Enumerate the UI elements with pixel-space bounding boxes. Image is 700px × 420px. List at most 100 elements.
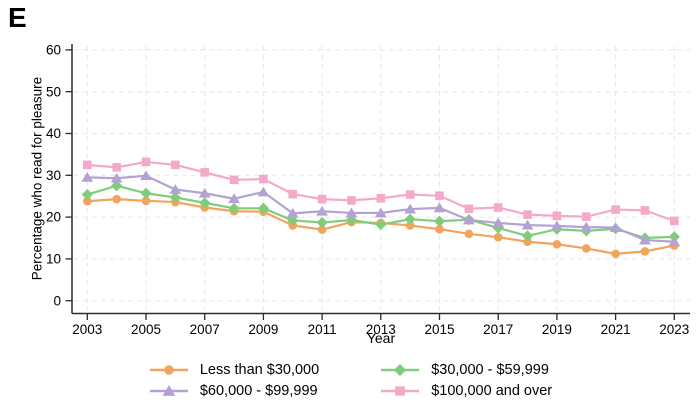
data-point — [81, 188, 93, 201]
legend-item: $30,000 - $59,999 — [379, 362, 552, 378]
legend-marker-square-icon — [381, 386, 420, 396]
y-tick-label: 50 — [46, 84, 61, 99]
legend: Less than $30,000 $30,000 - $59,999 $60,… — [0, 362, 700, 399]
data-point — [169, 184, 182, 194]
x-tick-label: 2009 — [248, 322, 278, 337]
data-point — [493, 232, 503, 242]
x-tick-label: 2011 — [308, 322, 337, 337]
x-tick-label: 2013 — [366, 322, 396, 337]
data-point — [462, 214, 475, 225]
data-point — [552, 211, 562, 221]
data-point — [435, 224, 444, 234]
data-point — [668, 236, 681, 247]
data-point — [345, 207, 358, 218]
data-point — [110, 172, 123, 183]
data-point — [111, 180, 123, 192]
data-point — [639, 234, 651, 245]
data-point — [140, 187, 152, 199]
data-point — [347, 196, 356, 205]
data-point — [83, 196, 92, 206]
data-point — [140, 170, 152, 181]
y-tick-label: 40 — [46, 126, 61, 141]
gridlines — [74, 46, 690, 311]
panel-label: E — [8, 2, 27, 33]
data-point — [580, 221, 593, 232]
x-tick-label: 2023 — [659, 322, 689, 337]
legend-item: $100,000 and over — [379, 383, 552, 399]
data-point — [81, 171, 94, 182]
data-point — [492, 217, 505, 228]
data-point — [112, 194, 121, 204]
data-point — [316, 205, 328, 216]
axes: 0 10 20 30 40 50 60 2003 2005 2007 2009 2011 2013 201… — [46, 43, 690, 337]
data-point — [286, 207, 299, 218]
data-point — [611, 249, 620, 259]
data-point — [228, 193, 240, 204]
data-point — [171, 160, 180, 170]
x-tick-label: 2005 — [131, 322, 161, 337]
data-point — [259, 174, 268, 184]
legend-label: $30,000 - $59,999 — [431, 362, 549, 378]
legend-marker-diamond-icon — [381, 363, 420, 377]
y-tick-label: 30 — [46, 168, 61, 183]
legend-label: Less than $30,000 — [199, 362, 320, 378]
data-point — [141, 157, 151, 167]
legend-label: $60,000 - $99,999 — [199, 383, 318, 399]
data-point — [162, 385, 176, 396]
data-point — [404, 203, 417, 214]
data-point — [257, 202, 269, 214]
data-point — [405, 221, 415, 230]
y-tick-label: 60 — [46, 43, 61, 58]
legend-item: $60,000 - $99,999 — [148, 383, 319, 399]
data-point — [316, 216, 328, 229]
data-point — [552, 239, 562, 249]
legend-item: Less than $30,000 — [148, 362, 319, 378]
data-point — [581, 244, 591, 253]
data-point — [521, 230, 534, 242]
data-point — [523, 210, 532, 219]
data-point — [670, 216, 679, 226]
data-point — [317, 225, 327, 234]
legend-marker-triangle-icon — [149, 385, 188, 396]
x-tick-label: 2003 — [72, 322, 102, 337]
x-tick-label: 2021 — [601, 322, 631, 337]
data-point — [640, 247, 650, 256]
x-axis-title: Year — [366, 330, 396, 346]
data-point — [375, 219, 387, 231]
data-point — [581, 212, 591, 221]
x-tick-label: 2017 — [483, 322, 513, 337]
data-point — [433, 215, 446, 227]
data-point — [228, 202, 240, 214]
y-axis-title: Percentage who read for pleasure — [29, 76, 45, 281]
data-point — [523, 237, 532, 247]
y-tick-label: 0 — [53, 293, 61, 308]
data-point — [198, 187, 211, 198]
y-tick-label: 10 — [46, 252, 61, 267]
y-tick-label: 20 — [46, 210, 61, 225]
data-point — [257, 186, 270, 197]
data-point — [200, 168, 209, 177]
legend-grid: Less than $30,000 $30,000 - $59,999 $60,… — [148, 362, 552, 399]
data-point — [609, 222, 622, 232]
data-point — [551, 220, 563, 231]
data-point — [164, 365, 174, 375]
x-tick-label: 2015 — [424, 322, 454, 337]
data-point — [611, 205, 620, 214]
data-point — [435, 191, 444, 201]
data-point — [169, 191, 181, 204]
data-point — [464, 204, 474, 214]
x-tick-label: 2019 — [542, 322, 572, 337]
data-point — [199, 197, 211, 209]
data-point — [288, 189, 298, 199]
data-point — [521, 219, 534, 230]
data-point — [640, 206, 650, 215]
series-diamond — [81, 180, 680, 244]
data-point — [112, 163, 121, 172]
data-point — [229, 175, 239, 185]
data-point — [433, 202, 446, 213]
series-triangle — [81, 170, 681, 247]
legend-marker-circle-icon — [149, 365, 188, 375]
series-square — [83, 157, 679, 226]
data-point — [374, 207, 387, 218]
